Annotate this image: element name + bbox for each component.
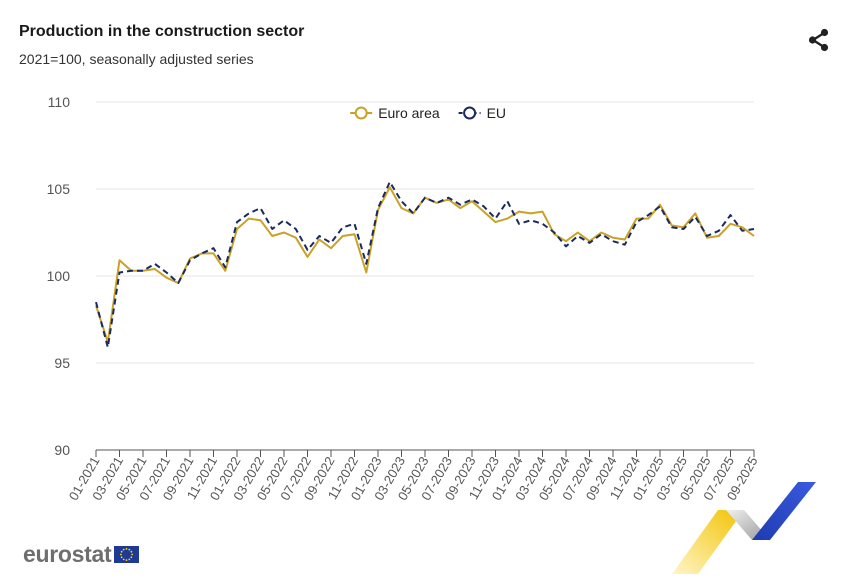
- flag-star: [131, 553, 134, 555]
- legend-marker: [354, 106, 368, 120]
- legend-label: Euro area: [378, 105, 440, 121]
- flag-star: [125, 547, 128, 550]
- grid: [96, 101, 754, 364]
- y-tick-label: 100: [47, 268, 71, 284]
- y-tick-label: 110: [48, 94, 71, 110]
- flag-star: [121, 550, 123, 553]
- chart-title: Production in the construction sector: [19, 23, 305, 40]
- series-line-eu[interactable]: [95, 181, 755, 349]
- legend[interactable]: Euro area EU: [350, 105, 506, 121]
- series-layer: [95, 181, 755, 349]
- y-tick-label: 95: [54, 355, 70, 371]
- flag-star: [128, 557, 131, 560]
- x-axis: 01-202103-202105-202107-202109-202111-20…: [66, 449, 761, 503]
- y-tick-label: 90: [54, 442, 70, 458]
- flag-star: [123, 557, 125, 560]
- flag-star: [121, 555, 123, 558]
- flag-star: [123, 548, 125, 551]
- legend-item-euro-area[interactable]: Euro area: [350, 105, 440, 121]
- legend-label: EU: [487, 105, 506, 121]
- eu-flag-icon: [114, 545, 140, 563]
- chart-subtitle: 2021=100, seasonally adjusted series: [19, 51, 254, 67]
- y-tick-label: 105: [47, 181, 71, 197]
- decorative-swoosh: [672, 482, 816, 574]
- flag-star: [125, 558, 128, 561]
- logo-text: eurostat: [23, 540, 112, 567]
- share-button[interactable]: [806, 27, 832, 53]
- flag-star: [130, 550, 133, 553]
- flag-star: [130, 555, 133, 558]
- y-axis: 90 95 100 105 110: [47, 94, 71, 458]
- flag-star: [120, 553, 123, 555]
- eurostat-logo: eurostat: [23, 540, 140, 568]
- legend-item-eu[interactable]: EU: [458, 105, 506, 121]
- share-icon: [808, 28, 829, 52]
- legend-marker: [463, 106, 477, 120]
- flag-star: [128, 548, 131, 551]
